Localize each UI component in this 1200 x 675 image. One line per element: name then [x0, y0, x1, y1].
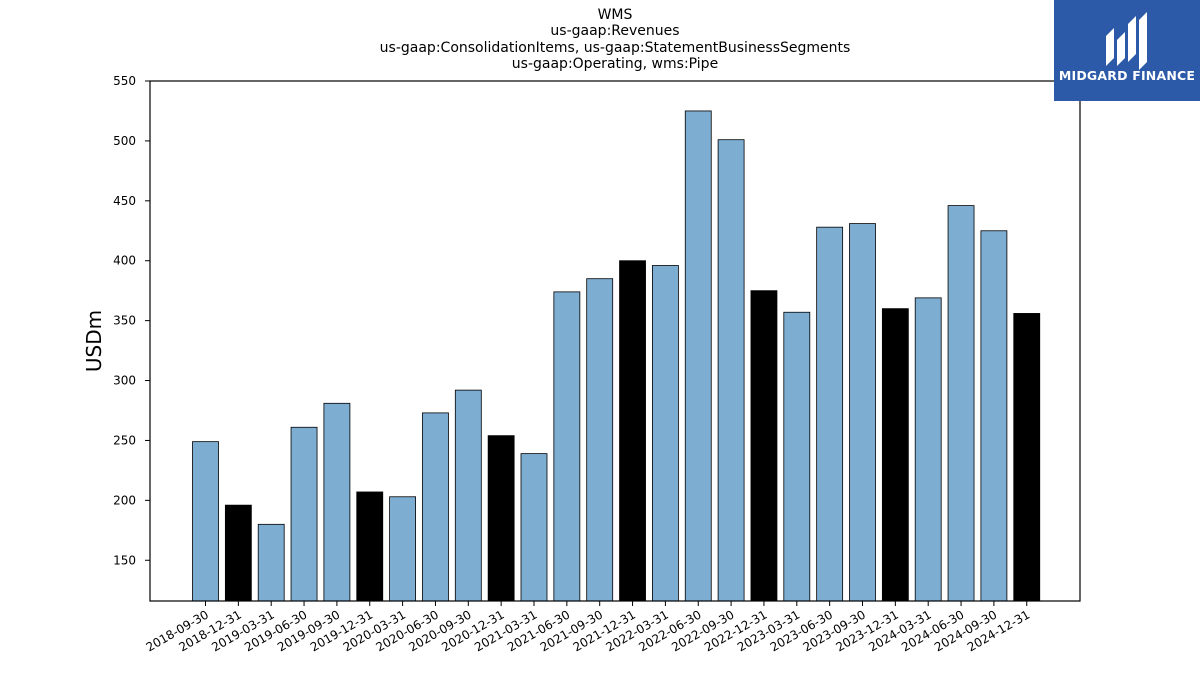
y-axis-label: USDm [82, 310, 106, 372]
bar-2019-09-30 [323, 402, 351, 602]
bar-2022-03-31 [652, 265, 679, 602]
chart-title-line-3: us-gaap:ConsolidationItems, us-gaap:Stat… [379, 39, 851, 56]
y-tick-label-250: 250 [113, 433, 136, 447]
chart-title-line-4: us-gaap:Operating, wms:Pipe [511, 56, 719, 73]
y-tick-label-300: 300 [113, 374, 136, 388]
midgard-logo-icon [1106, 12, 1147, 70]
bar-2022-12-31 [750, 290, 778, 602]
bar-2024-06-30 [947, 205, 975, 602]
bar-2019-06-30 [290, 426, 318, 602]
bar-2020-06-30 [422, 412, 449, 602]
chart-title-line-1: WMS [597, 7, 633, 23]
bar-2024-09-30 [980, 230, 1008, 602]
bar-2018-12-31 [224, 504, 252, 602]
y-tick-label-500: 500 [113, 134, 136, 148]
bar-2019-12-31 [356, 491, 384, 602]
bar-2024-03-31 [914, 297, 942, 602]
y-tick-label-550: 550 [113, 74, 136, 88]
chart-title-line-2: us-gaap:Revenues [550, 23, 680, 40]
midgard-finance-logo: MIDGARD FINANCE [1054, 0, 1200, 101]
bar-2018-09-30 [192, 441, 219, 602]
y-tick-label-400: 400 [113, 254, 136, 268]
bar-2020-09-30 [454, 389, 482, 602]
bar-2023-09-30 [849, 223, 876, 602]
bar-2022-09-30 [717, 139, 745, 602]
bar-2023-12-31 [881, 308, 909, 602]
bar-2021-09-30 [586, 278, 614, 602]
logo-text: MIDGARD FINANCE [1058, 68, 1196, 83]
y-tick-label-450: 450 [113, 194, 136, 208]
bar-2020-12-31 [487, 435, 515, 602]
bar-2021-06-30 [553, 291, 581, 602]
bar-2023-06-30 [816, 226, 844, 602]
plot-frame [149, 80, 1081, 602]
y-tick-label-200: 200 [113, 493, 136, 507]
y-tick-label-150: 150 [113, 553, 136, 567]
bar-2020-03-31 [389, 496, 417, 602]
bar-2021-03-31 [520, 453, 548, 602]
bar-2023-03-31 [783, 311, 811, 602]
bar-2019-03-31 [257, 523, 285, 602]
chart-title: WMS us-gaap:Revenues us-gaap:Consolidati… [150, 7, 1080, 73]
bar-2022-06-30 [684, 110, 712, 602]
bar-2024-12-31 [1013, 313, 1041, 602]
bar-2021-12-31 [619, 260, 646, 602]
y-tick-label-350: 350 [113, 314, 136, 328]
